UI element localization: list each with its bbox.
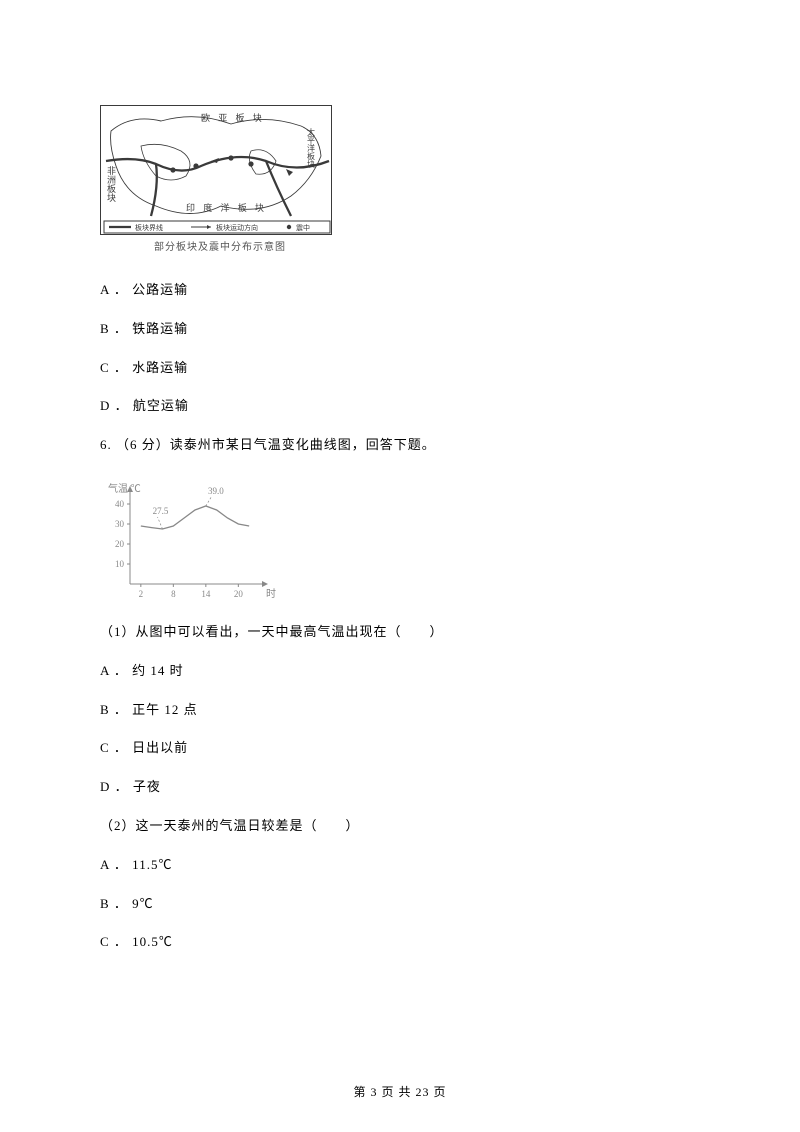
- map-figure: 欧 亚 板 块 非洲板块 太平洋板块 印 度 洋 板 块 板块界线 板块运动方向…: [100, 105, 340, 260]
- svg-text:时: 时: [266, 588, 276, 600]
- option-6-2c: C ． 10.5℃: [100, 932, 700, 953]
- q6-sub1: （1）从图中可以看出，一天中最高气温出现在（ ）: [100, 622, 700, 643]
- page: 欧 亚 板 块 非洲板块 太平洋板块 印 度 洋 板 块 板块界线 板块运动方向…: [0, 0, 800, 1132]
- temperature-chart: 10 20 30 40 2 8 14 20 气温/℃ 时 27.5 39.0: [100, 474, 280, 604]
- svg-text:20: 20: [234, 589, 244, 599]
- map-caption: 部分板块及震中分布示意图: [100, 238, 340, 253]
- svg-text:气温/℃: 气温/℃: [108, 482, 141, 495]
- option-6-1b: B ． 正午 12 点: [100, 700, 700, 721]
- q6-stem: 6. （6 分）读泰州市某日气温变化曲线图，回答下题。: [100, 435, 700, 456]
- legend-right: 震中: [296, 223, 310, 232]
- legend-left: 板块界线: [135, 223, 163, 232]
- svg-text:39.0: 39.0: [208, 486, 224, 496]
- option-5b: B ． 铁路运输: [100, 319, 700, 340]
- svg-text:10: 10: [115, 559, 125, 569]
- svg-text:14: 14: [201, 589, 211, 599]
- legend-mid: 板块运动方向: [216, 223, 258, 232]
- svg-text:20: 20: [115, 539, 125, 549]
- svg-text:40: 40: [115, 499, 125, 509]
- option-6-1c: C ． 日出以前: [100, 738, 700, 759]
- map-label-bottom: 印 度 洋 板 块: [186, 202, 267, 213]
- map-label-top: 欧 亚 板 块: [201, 112, 265, 123]
- svg-text:8: 8: [171, 589, 176, 599]
- q6-sub2: （2）这一天泰州的气温日较差是（ ）: [100, 816, 700, 837]
- option-6-1d: D ． 子夜: [100, 777, 700, 798]
- option-6-1a: A ． 约 14 时: [100, 661, 700, 682]
- option-6-2a: A ． 11.5℃: [100, 855, 700, 876]
- option-6-2b: B ． 9℃: [100, 894, 700, 915]
- map-label-right: 太平洋板块: [307, 127, 316, 169]
- svg-text:27.5: 27.5: [153, 506, 169, 516]
- map-label-left: 非洲板块: [106, 165, 116, 203]
- map-svg: 欧 亚 板 块 非洲板块 太平洋板块 印 度 洋 板 块 板块界线 板块运动方向…: [101, 106, 332, 235]
- option-5d: D ． 航空运输: [100, 396, 700, 417]
- svg-text:30: 30: [115, 519, 125, 529]
- option-5a: A ． 公路运输: [100, 280, 700, 301]
- option-5c: C ． 水路运输: [100, 358, 700, 379]
- chart-svg: 10 20 30 40 2 8 14 20 气温/℃ 时 27.5 39.0: [100, 474, 280, 604]
- page-footer: 第 3 页 共 23 页: [0, 1083, 800, 1100]
- map-box: 欧 亚 板 块 非洲板块 太平洋板块 印 度 洋 板 块 板块界线 板块运动方向…: [100, 105, 332, 235]
- svg-text:2: 2: [139, 589, 144, 599]
